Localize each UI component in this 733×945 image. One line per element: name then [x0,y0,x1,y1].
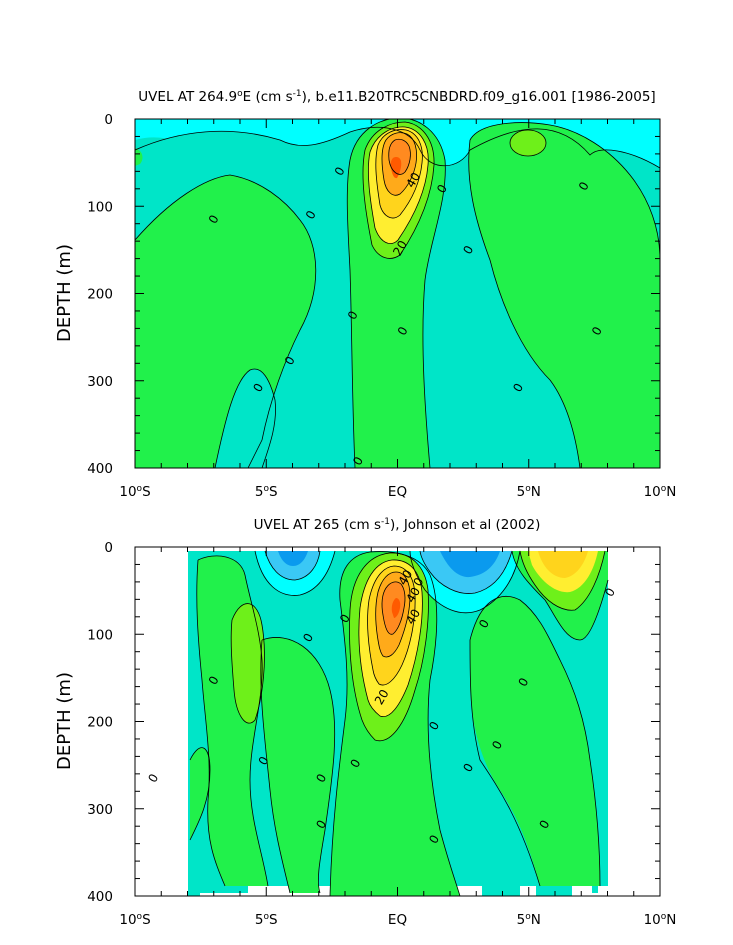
y-tick-label: 200 [87,287,113,303]
region-green-north2 [470,596,600,886]
contour-label: 40 [403,607,423,627]
panel-obs-contour-lines [189,550,609,896]
x-tick-label: 10oS [119,912,150,928]
y-tick-label: 300 [87,802,113,818]
y-tick-label: 100 [87,199,113,215]
x-tick-label: EQ [388,912,407,928]
y-tick-label: 400 [87,461,113,477]
x-tick-label: EQ [388,484,407,500]
x-tick-label: 10oN [644,912,677,928]
x-tick-label: 5oN [517,912,541,928]
band-cyan [135,119,660,168]
contour-label: 0 [145,771,161,785]
x-tick-label: 5oS [255,912,278,928]
y-tick-label: 100 [87,627,113,643]
contour-label: 20 [372,687,392,707]
region-green-north [468,122,660,468]
x-tick-label: 10oS [119,484,150,500]
contour-label: 40 [403,585,423,605]
x-tick-label: 5oS [255,484,278,500]
panel-obs-ylabel: DEPTH (m) [54,672,75,770]
x-tick-label: 10oN [644,484,677,500]
y-tick-label: 400 [87,889,113,905]
y-tick-label: 0 [104,540,113,556]
contour-label: 40 [395,567,415,587]
contour-label: 40 [403,170,423,190]
x-tick-label: 5oN [517,484,541,500]
contour-label: 20 [390,238,410,258]
panel-obs-title: UVEL AT 265 (cm s-1), Johnson et al (200… [254,517,541,533]
y-tick-label: 300 [87,374,113,390]
panel-model-axes: 10oS 5oS EQ 5oN 10oN 0 100 200 300 400 [87,112,676,500]
panel-model-title: UVEL AT 264.9oE (cm s-1), b.e11.B20TRC5C… [138,89,655,105]
y-tick-label: 0 [104,112,113,128]
panel-obs: UVEL AT 265 (cm s-1), Johnson et al (200… [54,517,676,928]
pocket-lightgreen [510,130,546,156]
panel-model: UVEL AT 264.9oE (cm s-1), b.e11.B20TRC5C… [54,89,676,500]
y-tick-label: 200 [87,715,113,731]
panel-model-contour-lines [135,119,660,468]
panel-model-ylabel: DEPTH (m) [54,244,75,342]
